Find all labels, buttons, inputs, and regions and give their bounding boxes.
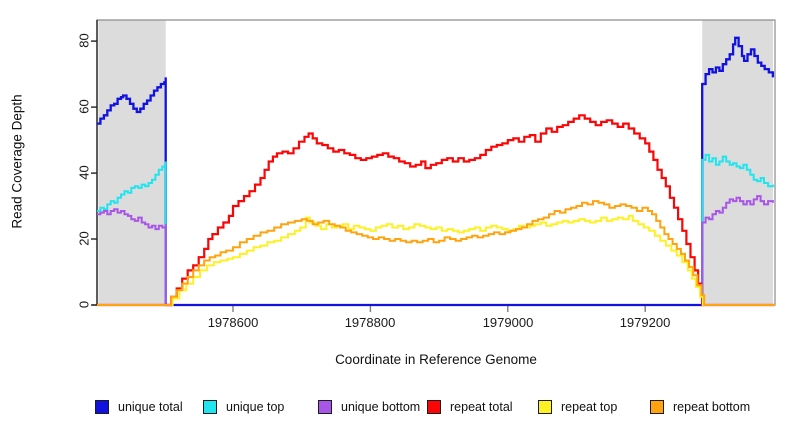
legend-swatch-icon <box>427 400 441 414</box>
legend-swatch-icon <box>95 400 109 414</box>
series-line-unique-total <box>97 36 775 307</box>
y-tick-label: 40 <box>76 165 92 180</box>
series-line-repeat-total <box>97 114 775 307</box>
legend-label: unique total <box>118 400 183 414</box>
series-line-unique-bottom <box>97 195 774 305</box>
y-tick-label: 0 <box>76 300 92 309</box>
legend-swatch-icon <box>650 400 664 414</box>
y-tick-label: 20 <box>76 231 92 246</box>
legend-swatch-icon <box>203 400 217 414</box>
legend-swatch-icon <box>538 400 552 414</box>
series-line-unique-top <box>97 153 774 305</box>
x-axis-title: Coordinate in Reference Genome <box>335 352 537 367</box>
legend-item-unique-bottom: unique bottom <box>318 399 420 415</box>
legend-label: repeat bottom <box>673 400 751 414</box>
series-line-repeat-bottom <box>97 200 775 306</box>
x-tick-label: 1979200 <box>619 315 671 330</box>
y-tick-label: 60 <box>76 99 92 114</box>
shaded-region-unique-flank-left <box>98 20 166 305</box>
series-line-repeat-top <box>97 214 775 306</box>
y-axis-title: Read Coverage Depth <box>9 94 25 229</box>
legend-item-repeat-top: repeat top <box>538 399 617 415</box>
legend-label: unique top <box>226 400 285 414</box>
legend-item-repeat-bottom: repeat bottom <box>650 399 750 415</box>
y-tick-label: 80 <box>76 33 92 48</box>
x-tick-label: 1978800 <box>344 315 396 330</box>
legend-label: repeat total <box>450 400 513 414</box>
legend-item-unique-top: unique top <box>203 399 284 415</box>
legend-label: repeat top <box>561 400 618 414</box>
x-tick-label: 1979000 <box>482 315 534 330</box>
legend-label: unique bottom <box>341 400 421 414</box>
shaded-region-unique-flank-right <box>702 20 773 305</box>
legend-swatch-icon <box>318 400 332 414</box>
x-tick-label: 1978600 <box>207 315 259 330</box>
legend-item-repeat-total: repeat total <box>427 399 513 415</box>
legend-item-unique-total: unique total <box>95 399 183 415</box>
